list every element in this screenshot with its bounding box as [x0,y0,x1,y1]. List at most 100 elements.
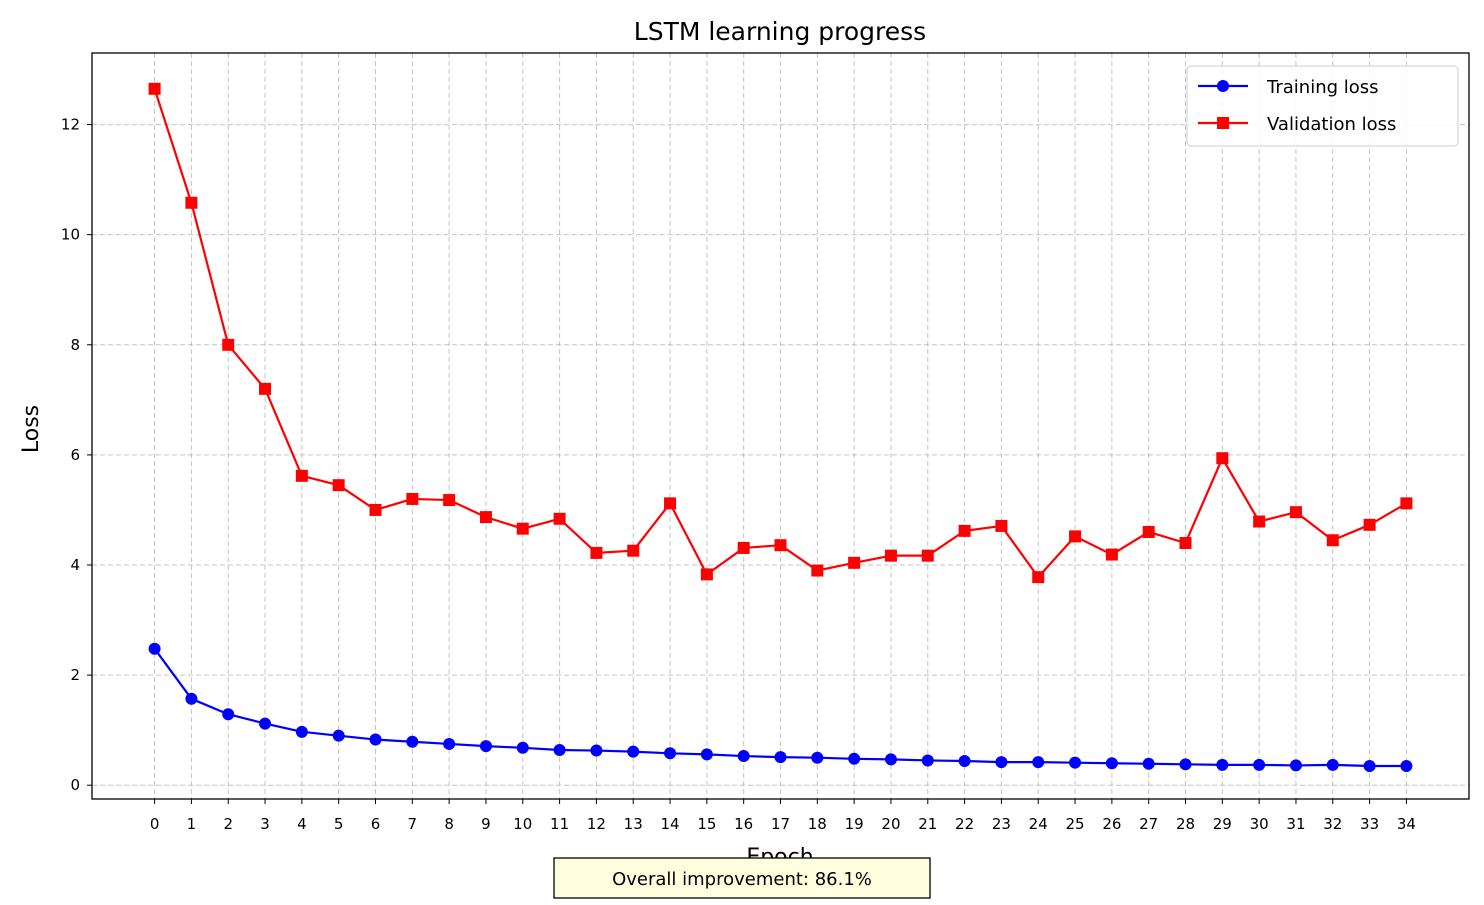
training-loss-point [369,733,382,746]
validation-loss-point [1216,452,1229,465]
training-loss-point [1179,758,1192,771]
x-tick-label: 4 [297,815,307,833]
validation-loss-point [811,564,824,577]
y-tick-label: 8 [70,336,80,354]
x-tick-label: 7 [408,815,418,833]
x-tick-label: 13 [624,815,643,833]
x-tick-label: 20 [881,815,900,833]
training-loss-point [1142,757,1155,770]
x-tick-label: 12 [587,815,606,833]
validation-loss-point [516,522,529,535]
x-tick-label: 15 [697,815,716,833]
y-axis-label: Loss [19,405,44,453]
training-loss-point [590,744,603,757]
x-tick-label: 0 [150,815,160,833]
training-loss-point [1105,757,1118,770]
training-loss-point [1289,759,1302,772]
improvement-annotation: Overall improvement: 86.1% [553,857,931,899]
x-tick-label: 30 [1250,815,1269,833]
training-loss-point [811,751,824,764]
training-loss-point [406,735,419,748]
validation-loss-point [1289,506,1302,519]
validation-loss-point [664,497,677,510]
training-loss-point [1326,758,1339,771]
x-tick-label: 14 [660,815,679,833]
series-layer [148,82,1413,772]
validation-loss-point [921,549,934,562]
x-tick-label: 23 [992,815,1011,833]
x-tick-label: 33 [1360,815,1379,833]
validation-loss-point [590,546,603,559]
y-tick-label: 6 [70,446,80,464]
x-tick-label: 31 [1286,815,1305,833]
validation-loss-point [222,338,235,351]
validation-loss-point [553,512,566,525]
axis-ticks: 0 1 2 3 4 5 6 7 8 9 10 11 12 13 14 15 16 17 18 19 20 21 22 23 24… [61,116,1416,833]
legend-training-label: Training loss [1266,77,1379,98]
training-loss-point [995,756,1008,769]
x-tick-label: 16 [734,815,753,833]
x-tick-label: 21 [918,815,937,833]
x-tick-label: 10 [513,815,532,833]
x-tick-label: 3 [260,815,270,833]
grid-lines [92,53,1469,799]
annotation-text: Overall improvement: 86.1% [612,869,872,890]
validation-loss-point [369,503,382,516]
validation-loss-point [774,539,787,552]
training-loss-point [884,753,897,766]
x-tick-label: 22 [955,815,974,833]
validation-loss-point [479,511,492,524]
y-tick-label: 12 [61,116,80,134]
x-tick-label: 6 [371,815,381,833]
training-loss-point [664,747,677,760]
x-tick-label: 34 [1397,815,1416,833]
x-tick-label: 24 [1029,815,1048,833]
training-loss-point [332,729,345,742]
training-loss-point [1216,758,1229,771]
training-loss-point [737,750,750,763]
validation-loss-point [148,82,161,95]
legend-validation-label: Validation loss [1267,114,1396,135]
training-loss-point [479,740,492,753]
validation-loss-point [1069,530,1082,543]
validation-loss-point [995,519,1008,532]
training-loss-point [1400,759,1413,772]
x-tick-label: 25 [1065,815,1084,833]
x-tick-label: 1 [187,815,197,833]
legend-box [1186,65,1459,147]
validation-loss-point [1179,536,1192,549]
x-tick-label: 5 [334,815,344,833]
x-tick-label: 17 [771,815,790,833]
y-tick-label: 0 [70,776,80,794]
validation-loss-point [1142,525,1155,538]
x-tick-label: 32 [1323,815,1342,833]
validation-loss-point [185,196,198,209]
training-loss-point [958,755,971,768]
x-tick-label: 28 [1176,815,1195,833]
x-tick-label: 29 [1213,815,1232,833]
annotation-box [553,857,931,899]
training-loss-point [185,692,198,705]
y-tick-label: 2 [70,666,80,684]
validation-loss-point [1032,571,1045,584]
validation-loss-point [443,494,456,507]
validation-loss-point [259,382,272,395]
legend: Training loss Validation loss [1186,65,1459,147]
x-tick-label: 8 [444,815,454,833]
training-loss-point [700,748,713,761]
validation-loss-point [627,544,640,557]
validation-loss-point [848,556,861,569]
validation-loss-point [295,469,308,482]
training-loss-point [774,751,787,764]
legend-training-marker [1217,80,1229,92]
validation-loss-point [1363,518,1376,531]
training-loss-point [1363,759,1376,772]
x-tick-label: 19 [845,815,864,833]
training-loss-point [553,744,566,757]
x-tick-label: 18 [808,815,827,833]
y-tick-label: 4 [70,556,80,574]
training-loss-point [148,642,161,655]
training-loss-point [259,717,272,730]
validation-loss-point [1400,497,1413,510]
